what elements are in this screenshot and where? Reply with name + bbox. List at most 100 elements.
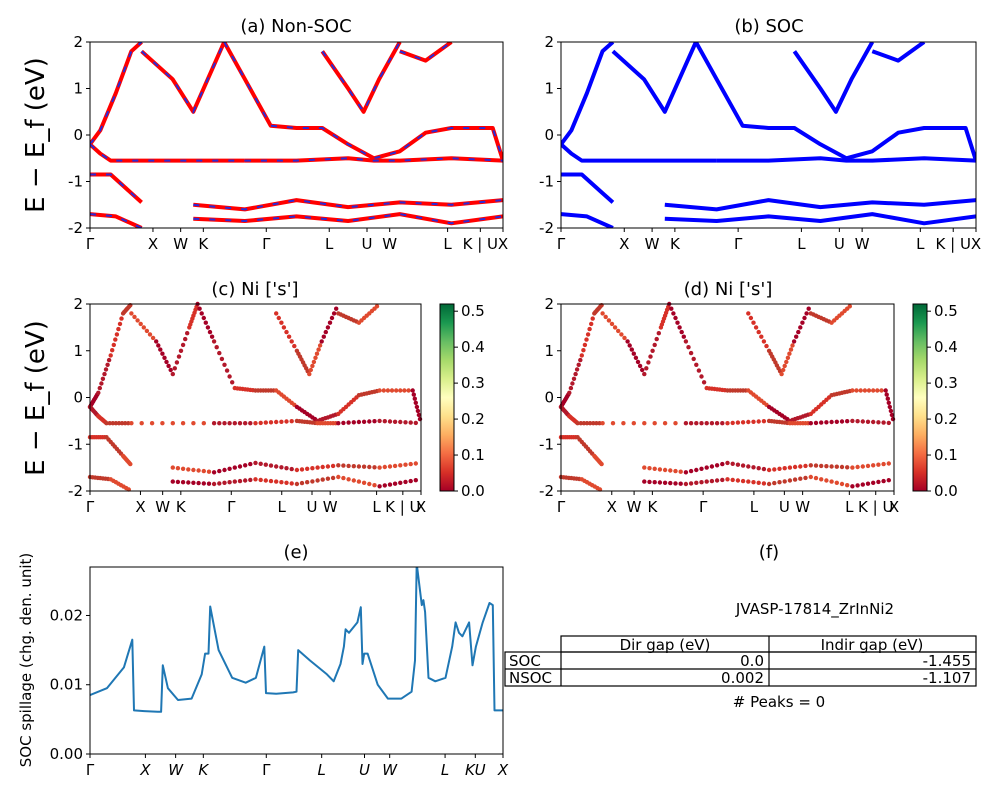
panel-d-point: [647, 466, 652, 471]
panel-c-point: [319, 339, 324, 344]
panel-c-point: [191, 421, 196, 426]
panel-c-point: [316, 347, 321, 352]
panel-d-point: [860, 464, 865, 469]
panel-c-point: [201, 315, 206, 321]
panel-d-point: [673, 421, 678, 426]
panel-c-point: [149, 421, 155, 426]
panel-a-series-8-overlay: [399, 42, 452, 62]
panel-c-point: [237, 421, 243, 426]
panel-d-xtick-label: K | U: [858, 498, 893, 516]
panel-c-point: [96, 390, 101, 395]
panel-c-point: [412, 396, 417, 401]
panel-a-series-6-overlay: [244, 157, 503, 162]
panel-d-point: [782, 479, 787, 484]
panel-c-ylabel: E − E_f (eV): [21, 320, 51, 476]
panel-c-point: [253, 421, 258, 426]
panel-c-point: [377, 484, 382, 489]
panel-d-point: [673, 468, 678, 474]
panel-c-point: [356, 464, 362, 469]
panel-e-xtick-label: U: [359, 761, 370, 779]
panel-c-point: [299, 467, 305, 472]
panel-d-point: [784, 359, 789, 365]
panel-d-point: [704, 421, 709, 426]
panel-c-ytick-label: 0: [73, 389, 83, 407]
gap-table: Dir gap (eV) Indir gap (eV) SOC 0.0 -1.4…: [504, 635, 977, 687]
panel-c-point: [398, 419, 403, 425]
panel-c-point: [227, 480, 232, 485]
panel-b-xtick-label: Γ: [734, 235, 743, 253]
panel-b-series-6: [716, 156, 976, 163]
panel-d-ytick-label: 1: [544, 342, 554, 360]
panel-d-colorbar-tick-label: 0.1: [934, 446, 958, 464]
panel-c-point: [201, 421, 206, 426]
panel-c-point: [170, 465, 175, 470]
panel-c-point: [227, 374, 232, 379]
panel-d-point: [694, 480, 699, 485]
panel-e-xtick-label: L: [318, 761, 326, 779]
panel-c-point: [330, 463, 336, 469]
panel-d-point: [678, 469, 683, 474]
panel-d-point: [855, 464, 860, 470]
panel-c-point: [289, 419, 294, 424]
panel-c-point: [372, 465, 377, 470]
panel-d-point: [824, 478, 829, 483]
panel-c-point: [141, 325, 146, 330]
table-cell-nsoc-indir: -1.107: [923, 669, 971, 687]
panel-c-point: [175, 466, 181, 471]
panel-c-point: [237, 478, 243, 484]
panel-a-ytick-label: 0: [73, 126, 83, 144]
panel-e-spillage-plot: 0.000.010.02Γ X W K Γ L U W L KU X: [50, 566, 509, 779]
panel-d-point: [787, 465, 793, 470]
panel-c-point: [263, 478, 268, 483]
panel-d-point: [785, 355, 791, 360]
panel-c-point: [330, 475, 336, 481]
panel-d-point: [662, 480, 668, 485]
panel-d-point: [855, 419, 860, 424]
panel-c-point: [336, 421, 341, 426]
panel-c-point: [415, 408, 421, 414]
panel-d-point: [781, 367, 786, 373]
panel-d-point: [709, 421, 715, 426]
panel-a-ylabel-text: E − E_f (eV): [21, 57, 51, 213]
panel-d-point: [735, 420, 741, 425]
panel-d-point: [756, 466, 761, 471]
panel-d-point: [885, 396, 890, 401]
panel-e-title: (e): [283, 542, 308, 563]
panel-c-point: [346, 477, 351, 482]
panel-c-xtick-label: L: [372, 498, 381, 516]
panel-c-point: [170, 371, 175, 377]
panel-d-point: [803, 475, 808, 481]
panel-d-point: [646, 360, 651, 365]
panel-d-xtick-label: U: [779, 498, 790, 516]
panel-d-point: [794, 334, 799, 339]
panel-c-point: [361, 419, 367, 424]
panel-d-point: [644, 366, 649, 371]
panel-d-point: [756, 419, 761, 424]
panel-d-point: [839, 419, 845, 424]
panel-b-xtick-label: K | U: [936, 235, 971, 253]
panel-d-point: [635, 359, 641, 365]
panel-d-xtick-label: L: [750, 498, 759, 516]
panel-d-point: [594, 421, 599, 426]
panel-c-point: [356, 419, 362, 425]
panel-a-ytick-label: -2: [68, 219, 83, 237]
panel-d-point: [881, 420, 886, 425]
panel-d-point: [746, 311, 751, 316]
panel-d-point: [631, 421, 636, 426]
panel-b-ytick-label: 2: [544, 33, 554, 51]
panel-d-point: [720, 477, 725, 483]
panel-c-point: [258, 420, 263, 426]
panel-c-point: [211, 339, 217, 344]
panel-d-point: [860, 419, 865, 424]
panel-c-point: [119, 421, 125, 426]
panel-c-point: [320, 477, 325, 482]
panel-d-point: [824, 420, 829, 425]
panel-d-point: [725, 421, 730, 426]
panel-c-point: [209, 334, 215, 339]
panel-d-point: [740, 463, 746, 468]
panel-d-colorbar: 0.5 0.4 0.3 0.2 0.1 0.0: [912, 302, 958, 500]
panel-c-point: [387, 419, 393, 424]
panel-c-point: [164, 359, 169, 365]
panel-c-point: [258, 477, 263, 483]
